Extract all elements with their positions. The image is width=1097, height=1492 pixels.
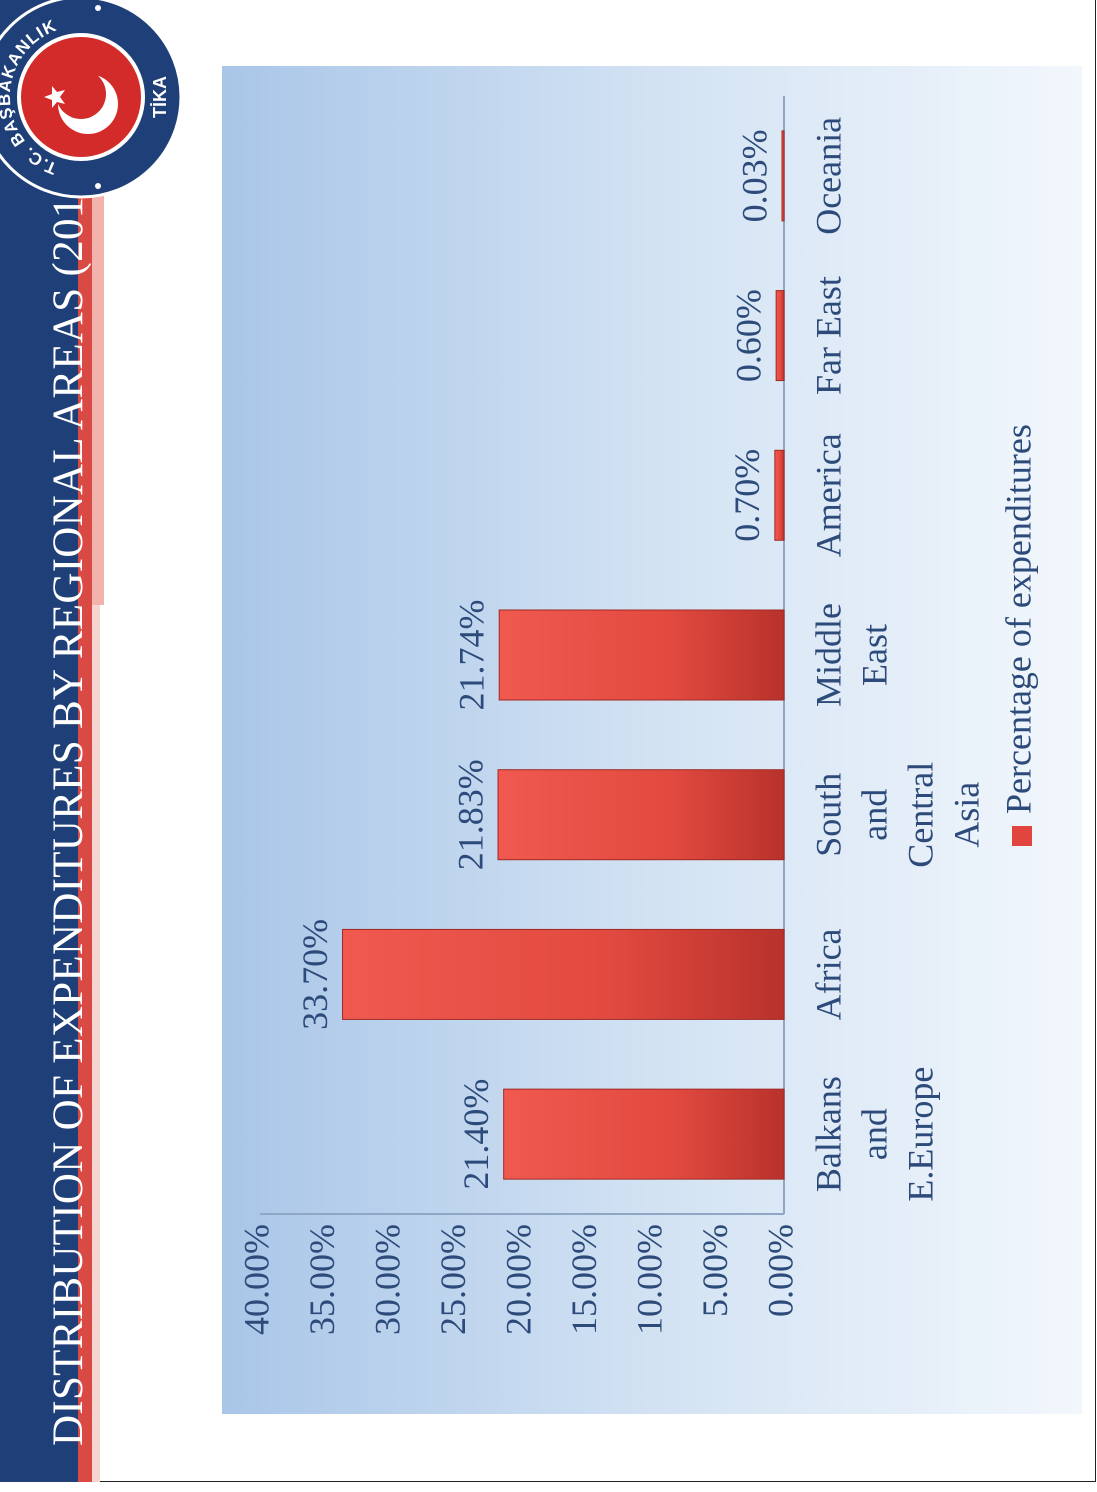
y-tick-label: 35.00% <box>302 1224 342 1335</box>
category-label: Far East <box>808 276 848 395</box>
data-label: 21.83% <box>450 759 490 870</box>
bar <box>342 928 785 1020</box>
category-label: and <box>854 1108 894 1160</box>
category-label: Middle <box>808 603 848 707</box>
data-label: 21.74% <box>451 600 491 711</box>
bar <box>775 290 785 382</box>
y-tick-label: 30.00% <box>367 1224 407 1335</box>
bar-chart: 0.00% 5.00% 10.00% 15.00% 20.00% 25.00% 30.00%… <box>222 66 1082 1414</box>
data-label: 0.03% <box>734 129 774 222</box>
category-label: Central <box>900 762 940 868</box>
y-tick-label: 0.00% <box>760 1224 800 1317</box>
data-label: 21.40% <box>456 1079 496 1190</box>
y-tick-label: 40.00% <box>236 1224 276 1335</box>
plot-background <box>222 66 1082 1414</box>
bar <box>497 769 785 861</box>
y-tick-label: 5.00% <box>695 1224 735 1317</box>
accent-stripe-red <box>78 150 92 1482</box>
category-label: Asia <box>946 782 986 848</box>
category-label: South <box>808 773 848 857</box>
y-tick-label: 10.00% <box>629 1224 669 1335</box>
bar <box>503 1088 785 1180</box>
category-label: America <box>808 433 848 557</box>
star-icon <box>44 86 65 108</box>
category-label: E.Europe <box>900 1067 940 1202</box>
bar <box>498 609 785 701</box>
accent-stripe-pink <box>92 150 104 605</box>
category-label: Oceania <box>808 117 848 235</box>
category-label: Balkans <box>808 1076 848 1192</box>
category-label: East <box>854 624 894 686</box>
logo-side-text: TİKA <box>150 76 170 118</box>
category-label: Africa <box>808 928 848 1020</box>
legend-swatch <box>1012 826 1032 846</box>
tika-logo: T.C. BAŞBAKANLIK TİKA <box>0 0 183 199</box>
data-label: 0.60% <box>728 289 768 382</box>
y-tick-label: 15.00% <box>564 1224 604 1335</box>
slide-title: DISTRIBUTION OF EXPENDITURES BY REGIONAL… <box>45 160 92 1446</box>
bar <box>781 130 785 222</box>
bar <box>774 449 785 541</box>
title-band <box>0 0 78 1482</box>
y-tick-label: 20.00% <box>498 1224 538 1335</box>
data-label: 33.70% <box>295 919 335 1030</box>
y-tick-label: 25.00% <box>433 1224 473 1335</box>
legend-label: Percentage of expenditures <box>998 424 1038 814</box>
accent-stripe-pale <box>92 605 100 1482</box>
data-label: 0.70% <box>727 449 767 542</box>
category-label: and <box>854 789 894 841</box>
